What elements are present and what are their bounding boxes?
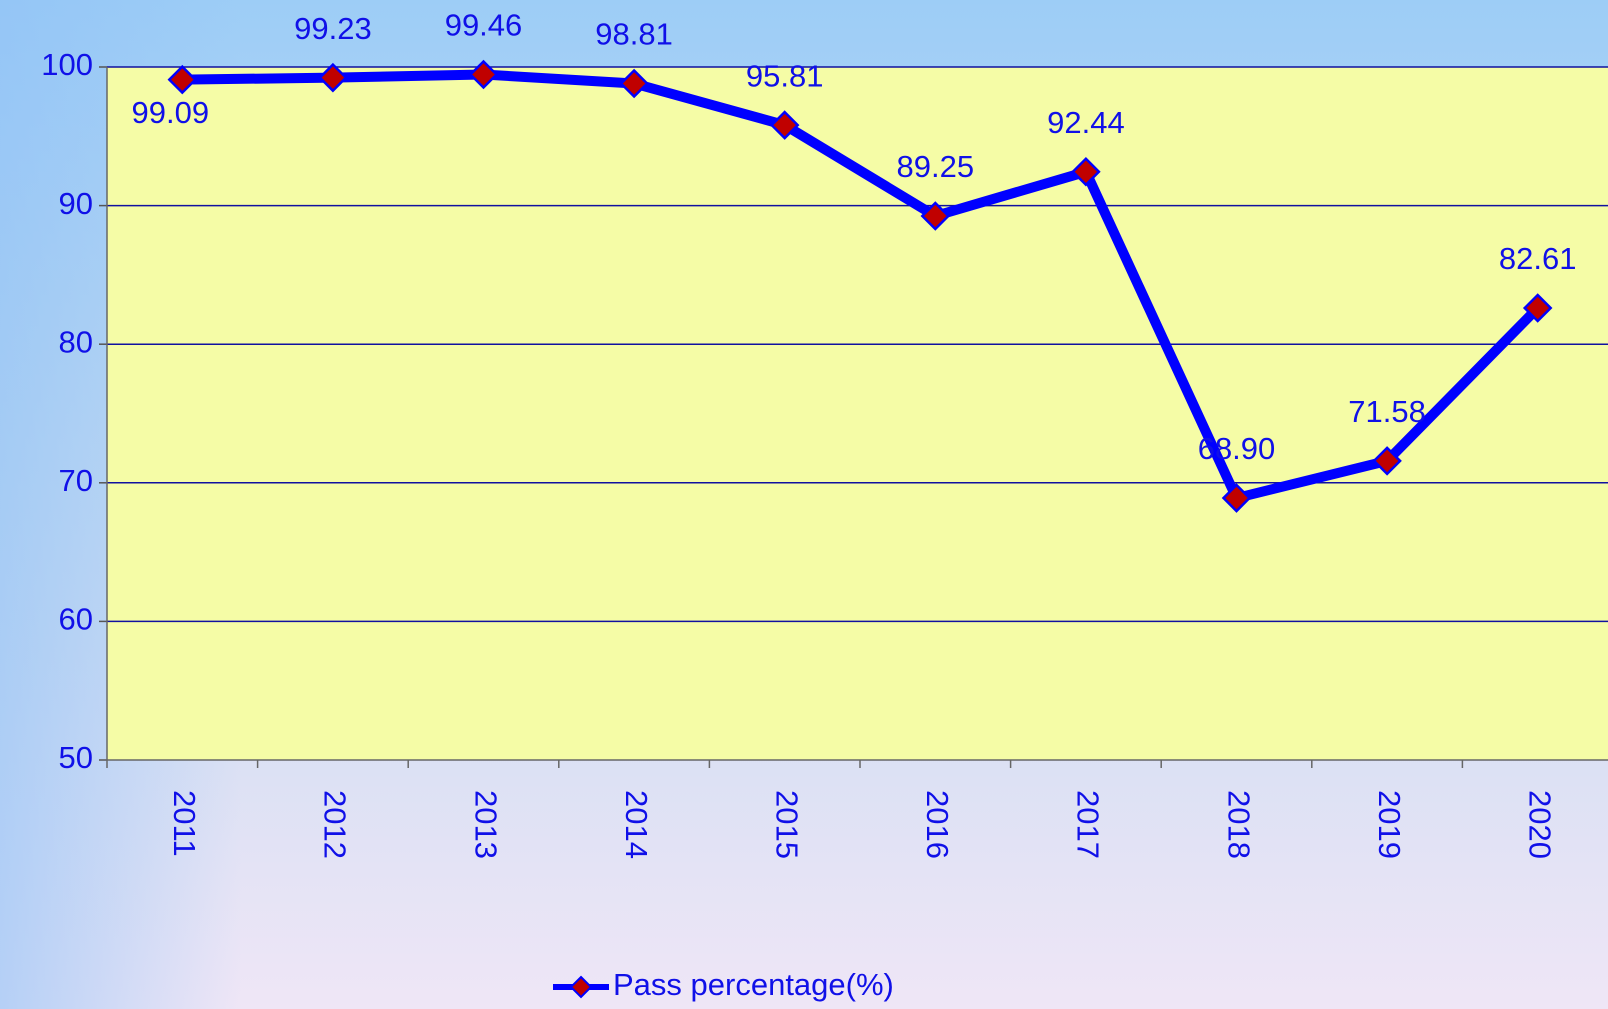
data-label: 89.25 xyxy=(897,149,975,184)
data-label: 95.81 xyxy=(746,58,824,93)
data-point xyxy=(920,201,951,231)
legend-marker xyxy=(569,975,593,999)
data-point xyxy=(318,62,348,93)
data-label: 99.09 xyxy=(132,95,210,130)
data-label: 99.23 xyxy=(294,11,372,46)
x-tick-label: 2019 xyxy=(1372,790,1407,859)
data-point xyxy=(769,110,800,140)
data-label: 68.90 xyxy=(1198,431,1276,466)
data-label: 82.61 xyxy=(1499,241,1577,276)
x-tick-label: 2018 xyxy=(1221,790,1256,859)
x-tick-label: 2020 xyxy=(1523,790,1558,859)
x-tick-label: 2013 xyxy=(468,790,503,859)
series-line xyxy=(182,69,1542,504)
plot-area xyxy=(107,67,1608,760)
y-tick-label: 60 xyxy=(59,602,93,637)
data-point xyxy=(1372,446,1402,476)
data-label: 71.58 xyxy=(1348,394,1426,429)
x-tick-label: 2012 xyxy=(318,790,353,859)
y-tick-label: 100 xyxy=(41,47,93,82)
y-tick-label: 70 xyxy=(59,463,93,498)
y-tick-label: 90 xyxy=(59,186,93,221)
data-label: 99.46 xyxy=(445,8,523,43)
x-tick-label: 2016 xyxy=(920,790,955,859)
x-tick-label: 2011 xyxy=(167,790,202,857)
data-point xyxy=(1071,157,1101,187)
data-point xyxy=(1221,483,1252,513)
data-label: 92.44 xyxy=(1047,105,1125,140)
data-label: 98.81 xyxy=(595,17,673,52)
y-tick-label: 50 xyxy=(59,740,93,775)
x-tick-label: 2015 xyxy=(770,790,805,859)
data-point xyxy=(468,59,499,90)
x-tick-label: 2014 xyxy=(619,790,654,859)
data-point xyxy=(1522,293,1553,323)
legend-label: Pass percentage(%) xyxy=(613,967,894,1002)
y-tick-label: 80 xyxy=(59,324,93,359)
data-point xyxy=(167,64,198,95)
x-tick-label: 2017 xyxy=(1071,790,1106,859)
data-point xyxy=(619,68,649,99)
